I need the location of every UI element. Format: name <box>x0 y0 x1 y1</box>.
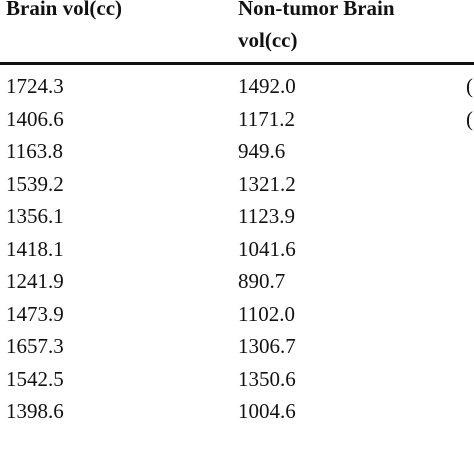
cell-brain-vol: 1542.5 <box>6 366 64 391</box>
header-rule <box>0 62 474 65</box>
cell-brain-vol: 1473.9 <box>6 301 64 326</box>
cell-cut-off: ( <box>466 74 473 98</box>
header-non-tumor-brain-vol-line2: vol(cc) <box>238 28 298 52</box>
cell-non-tumor-brain-vol: 1171.2 <box>238 106 295 131</box>
table-header: Brain vol(cc) Non-tumor Brain vol(cc) <box>0 0 474 64</box>
cell-brain-vol: 1241.9 <box>6 269 64 293</box>
cell-brain-vol: 1657.3 <box>6 334 64 358</box>
cell-cut-off: ( <box>466 106 473 131</box>
table-row: 1724.3 1492.0 ( <box>0 70 474 103</box>
cell-non-tumor-brain-vol: 890.7 <box>238 269 286 293</box>
cell-brain-vol: 1163.8 <box>6 139 63 163</box>
table-row: 1473.9 1102.0 <box>0 298 474 331</box>
table-row: 1539.2 1321.2 <box>0 168 474 201</box>
cell-non-tumor-brain-vol: 949.6 <box>238 139 286 163</box>
header-non-tumor-brain-vol-line1: Non-tumor Brain <box>238 0 395 20</box>
cell-brain-vol: 1356.1 <box>6 204 64 228</box>
cell-brain-vol: 1724.3 <box>6 74 64 98</box>
cell-non-tumor-brain-vol: 1004.6 <box>238 399 296 423</box>
cell-non-tumor-brain-vol: 1306.7 <box>238 334 296 358</box>
table-row: 1418.1 1041.6 <box>0 233 474 266</box>
table-row: 1406.6 1171.2 ( <box>0 103 474 136</box>
table-row: 1163.8 949.6 <box>0 135 474 168</box>
cell-non-tumor-brain-vol: 1041.6 <box>238 236 296 261</box>
table-row: 1398.6 1004.6 <box>0 395 474 428</box>
cell-non-tumor-brain-vol: 1123.9 <box>238 204 295 228</box>
table-row: 1657.3 1306.7 <box>0 330 474 363</box>
table-body: 1724.3 1492.0 ( 1406.6 1171.2 ( 1163.8 9… <box>0 70 474 428</box>
cell-brain-vol: 1539.2 <box>6 171 64 196</box>
cell-brain-vol: 1406.6 <box>6 106 64 131</box>
cell-brain-vol: 1398.6 <box>6 399 64 423</box>
cell-non-tumor-brain-vol: 1102.0 <box>238 301 295 326</box>
cell-non-tumor-brain-vol: 1492.0 <box>238 74 296 98</box>
table-row: 1356.1 1123.9 <box>0 200 474 233</box>
cell-brain-vol: 1418.1 <box>6 236 64 261</box>
table-row: 1542.5 1350.6 <box>0 363 474 396</box>
table-row: 1241.9 890.7 <box>0 265 474 298</box>
header-brain-vol: Brain vol(cc) <box>6 0 123 20</box>
cell-non-tumor-brain-vol: 1321.2 <box>238 171 296 196</box>
cell-non-tumor-brain-vol: 1350.6 <box>238 366 296 391</box>
